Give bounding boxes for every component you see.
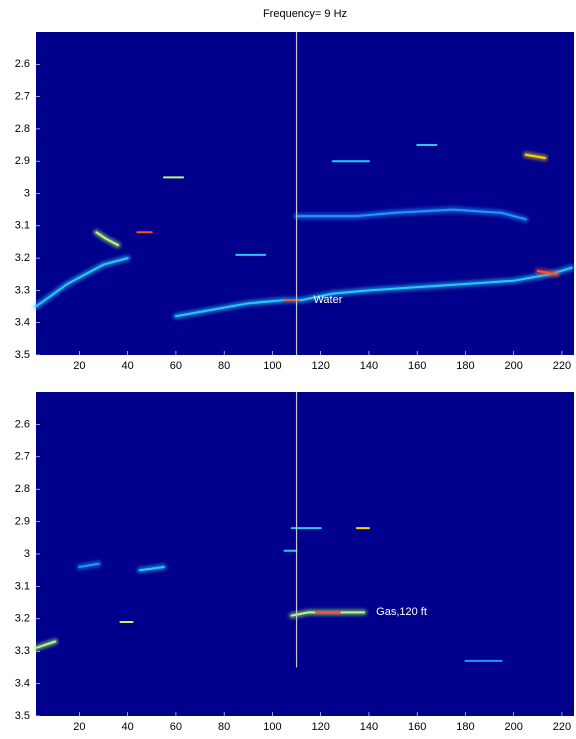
plot-area: [36, 392, 574, 716]
x-tick-label: 120: [312, 721, 330, 733]
y-tick-label: 2.9: [15, 155, 30, 167]
y-tick-label: 3.3: [15, 284, 30, 296]
x-tick-label: 160: [408, 360, 426, 372]
x-tick-label: 60: [170, 721, 182, 733]
x-tick-label: 60: [170, 360, 182, 372]
annotation: Gas,120 ft: [376, 606, 427, 618]
y-tick-label: 2.7: [15, 451, 30, 463]
x-tick-label: 200: [505, 360, 523, 372]
x-tick-label: 80: [218, 360, 230, 372]
streak: [78, 562, 100, 568]
y-tick-label: 2.8: [15, 123, 30, 135]
x-tick-label: 200: [505, 721, 523, 733]
streak: [536, 270, 559, 276]
streak: [295, 208, 527, 221]
y-tick-label: 3.2: [15, 252, 30, 264]
x-tick-label: 80: [218, 721, 230, 733]
y-tick-label: 3.5: [15, 349, 30, 361]
streak: [524, 153, 547, 159]
x-tick-label: 20: [73, 721, 85, 733]
y-tick-label: 2.9: [15, 516, 30, 528]
x-tick-label: 100: [263, 360, 281, 372]
y-tick-label: 2.6: [15, 418, 30, 430]
x-tick-label: 180: [456, 721, 474, 733]
y-tick-label: 3.3: [15, 645, 30, 657]
x-tick-label: 160: [408, 721, 426, 733]
y-tick-label: 3.1: [15, 580, 30, 592]
x-tick-label: 220: [553, 721, 571, 733]
x-tick-label: 140: [360, 360, 378, 372]
y-tick-label: 2.6: [15, 58, 30, 70]
x-tick-label: 40: [122, 360, 134, 372]
x-tick-label: 140: [360, 721, 378, 733]
x-tick-label: 20: [73, 360, 85, 372]
x-tick-label: 100: [263, 721, 281, 733]
streak: [138, 565, 165, 572]
chart-title: Frequency= 9 Hz: [263, 8, 347, 20]
streak: [174, 266, 573, 318]
y-tick-label: 3.5: [15, 710, 30, 722]
x-tick-label: 180: [456, 360, 474, 372]
y-tick-label: 3.1: [15, 220, 30, 232]
x-tick-label: 40: [122, 721, 134, 733]
y-tick-label: 3.4: [15, 678, 30, 690]
y-tick-label: 3.2: [15, 613, 30, 625]
annotation: Water: [313, 294, 342, 306]
plot-area: [36, 32, 574, 355]
y-tick-label: 3.4: [15, 317, 30, 329]
streak: [35, 640, 57, 649]
streak: [35, 257, 129, 308]
y-tick-label: 3: [24, 187, 30, 199]
x-tick-label: 120: [312, 360, 330, 372]
y-tick-label: 2.7: [15, 91, 30, 103]
y-tick-label: 3: [24, 548, 30, 560]
streak: [95, 231, 120, 247]
y-tick-label: 2.8: [15, 483, 30, 495]
x-tick-label: 220: [553, 360, 571, 372]
